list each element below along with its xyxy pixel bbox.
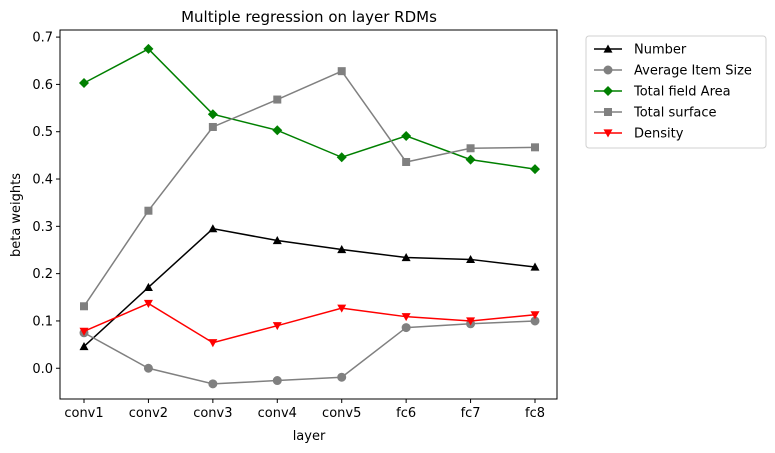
data-point xyxy=(530,262,540,271)
x-tick-label: conv5 xyxy=(322,406,361,421)
series-line xyxy=(83,302,536,344)
series-line xyxy=(83,227,536,348)
legend: Number Average Item Size Total field Area T… xyxy=(585,35,767,149)
data-point xyxy=(272,236,282,245)
data-point xyxy=(143,299,153,308)
legend-label: Density xyxy=(634,127,684,142)
series-1 xyxy=(79,316,540,389)
legend-label: Average Item Size xyxy=(634,64,752,79)
data-point xyxy=(530,311,540,320)
x-tick-label: fc6 xyxy=(396,406,416,421)
legend-label: Total field Area xyxy=(633,85,731,100)
data-point xyxy=(337,304,347,313)
data-point xyxy=(466,317,476,326)
data-point xyxy=(273,95,282,104)
series-4 xyxy=(79,299,540,348)
series-line xyxy=(83,320,536,385)
y-tick-label: 0.5 xyxy=(32,125,53,140)
data-point xyxy=(531,143,539,152)
data-point xyxy=(401,130,412,141)
data-point xyxy=(208,339,218,348)
data-point xyxy=(143,43,154,54)
y-tick-label: 0.1 xyxy=(32,314,53,329)
legend-marker xyxy=(603,129,613,138)
legend-marker xyxy=(603,65,613,75)
data-point xyxy=(143,282,153,291)
data-point xyxy=(466,144,475,153)
x-tick-label: conv2 xyxy=(129,406,168,421)
legend-label: Number xyxy=(634,43,687,58)
y-tick-label: 0.4 xyxy=(32,173,53,188)
y-tick-label: 0.0 xyxy=(32,362,53,377)
legend-item: Density xyxy=(594,127,684,142)
data-point xyxy=(337,372,347,382)
data-point xyxy=(272,376,282,386)
series-line xyxy=(83,47,536,170)
data-point xyxy=(272,125,283,136)
data-point xyxy=(79,77,89,88)
data-point xyxy=(272,322,282,331)
data-point xyxy=(337,67,346,76)
y-tick-label: 0.7 xyxy=(32,31,53,46)
chart-title: Multiple regression on layer RDMs xyxy=(181,8,437,26)
series-0 xyxy=(79,224,540,351)
data-point xyxy=(208,122,217,131)
data-point xyxy=(401,253,411,262)
data-point xyxy=(336,152,347,163)
legend-item: Number xyxy=(594,43,687,58)
data-point xyxy=(208,224,218,233)
legend-item: Total surface xyxy=(594,106,717,121)
plot-frame xyxy=(59,29,558,400)
data-point xyxy=(207,109,218,120)
legend-label: Total surface xyxy=(633,106,717,121)
legend-box xyxy=(585,35,767,149)
x-tick-label: conv4 xyxy=(258,406,297,421)
x-tick-label: conv3 xyxy=(193,406,232,421)
legend-marker xyxy=(603,44,613,53)
data-point xyxy=(337,245,347,254)
x-tick-label: fc8 xyxy=(525,406,545,421)
data-point xyxy=(530,164,540,175)
y-tick-label: 0.6 xyxy=(32,78,53,93)
data-point xyxy=(80,302,88,311)
legend-item: Average Item Size xyxy=(594,64,752,79)
plot-area: conv1 conv2 conv3 conv4 conv5 fc6 fc7 fc8 0.0 0.1… xyxy=(32,29,558,421)
legend-marker xyxy=(603,86,613,96)
data-point xyxy=(401,313,411,322)
data-point xyxy=(143,363,153,373)
legend-item: Total field Area xyxy=(594,85,731,100)
series-2 xyxy=(79,43,540,175)
y-axis-label: beta weights xyxy=(9,173,24,257)
data-point xyxy=(208,379,218,389)
y-tick-label: 0.3 xyxy=(32,220,53,235)
legend-marker xyxy=(604,108,612,116)
data-point xyxy=(79,327,89,336)
data-point xyxy=(402,157,411,166)
x-axis-label: layer xyxy=(293,429,326,444)
data-point xyxy=(466,254,476,264)
data-point xyxy=(144,206,153,215)
data-point xyxy=(79,341,89,351)
data-point xyxy=(401,323,411,333)
x-tick-label: fc7 xyxy=(461,406,481,421)
data-point xyxy=(465,154,476,165)
series-3 xyxy=(80,67,539,311)
y-tick-label: 0.2 xyxy=(32,267,53,282)
series-line xyxy=(83,70,536,307)
x-tick-label: conv1 xyxy=(64,406,103,421)
